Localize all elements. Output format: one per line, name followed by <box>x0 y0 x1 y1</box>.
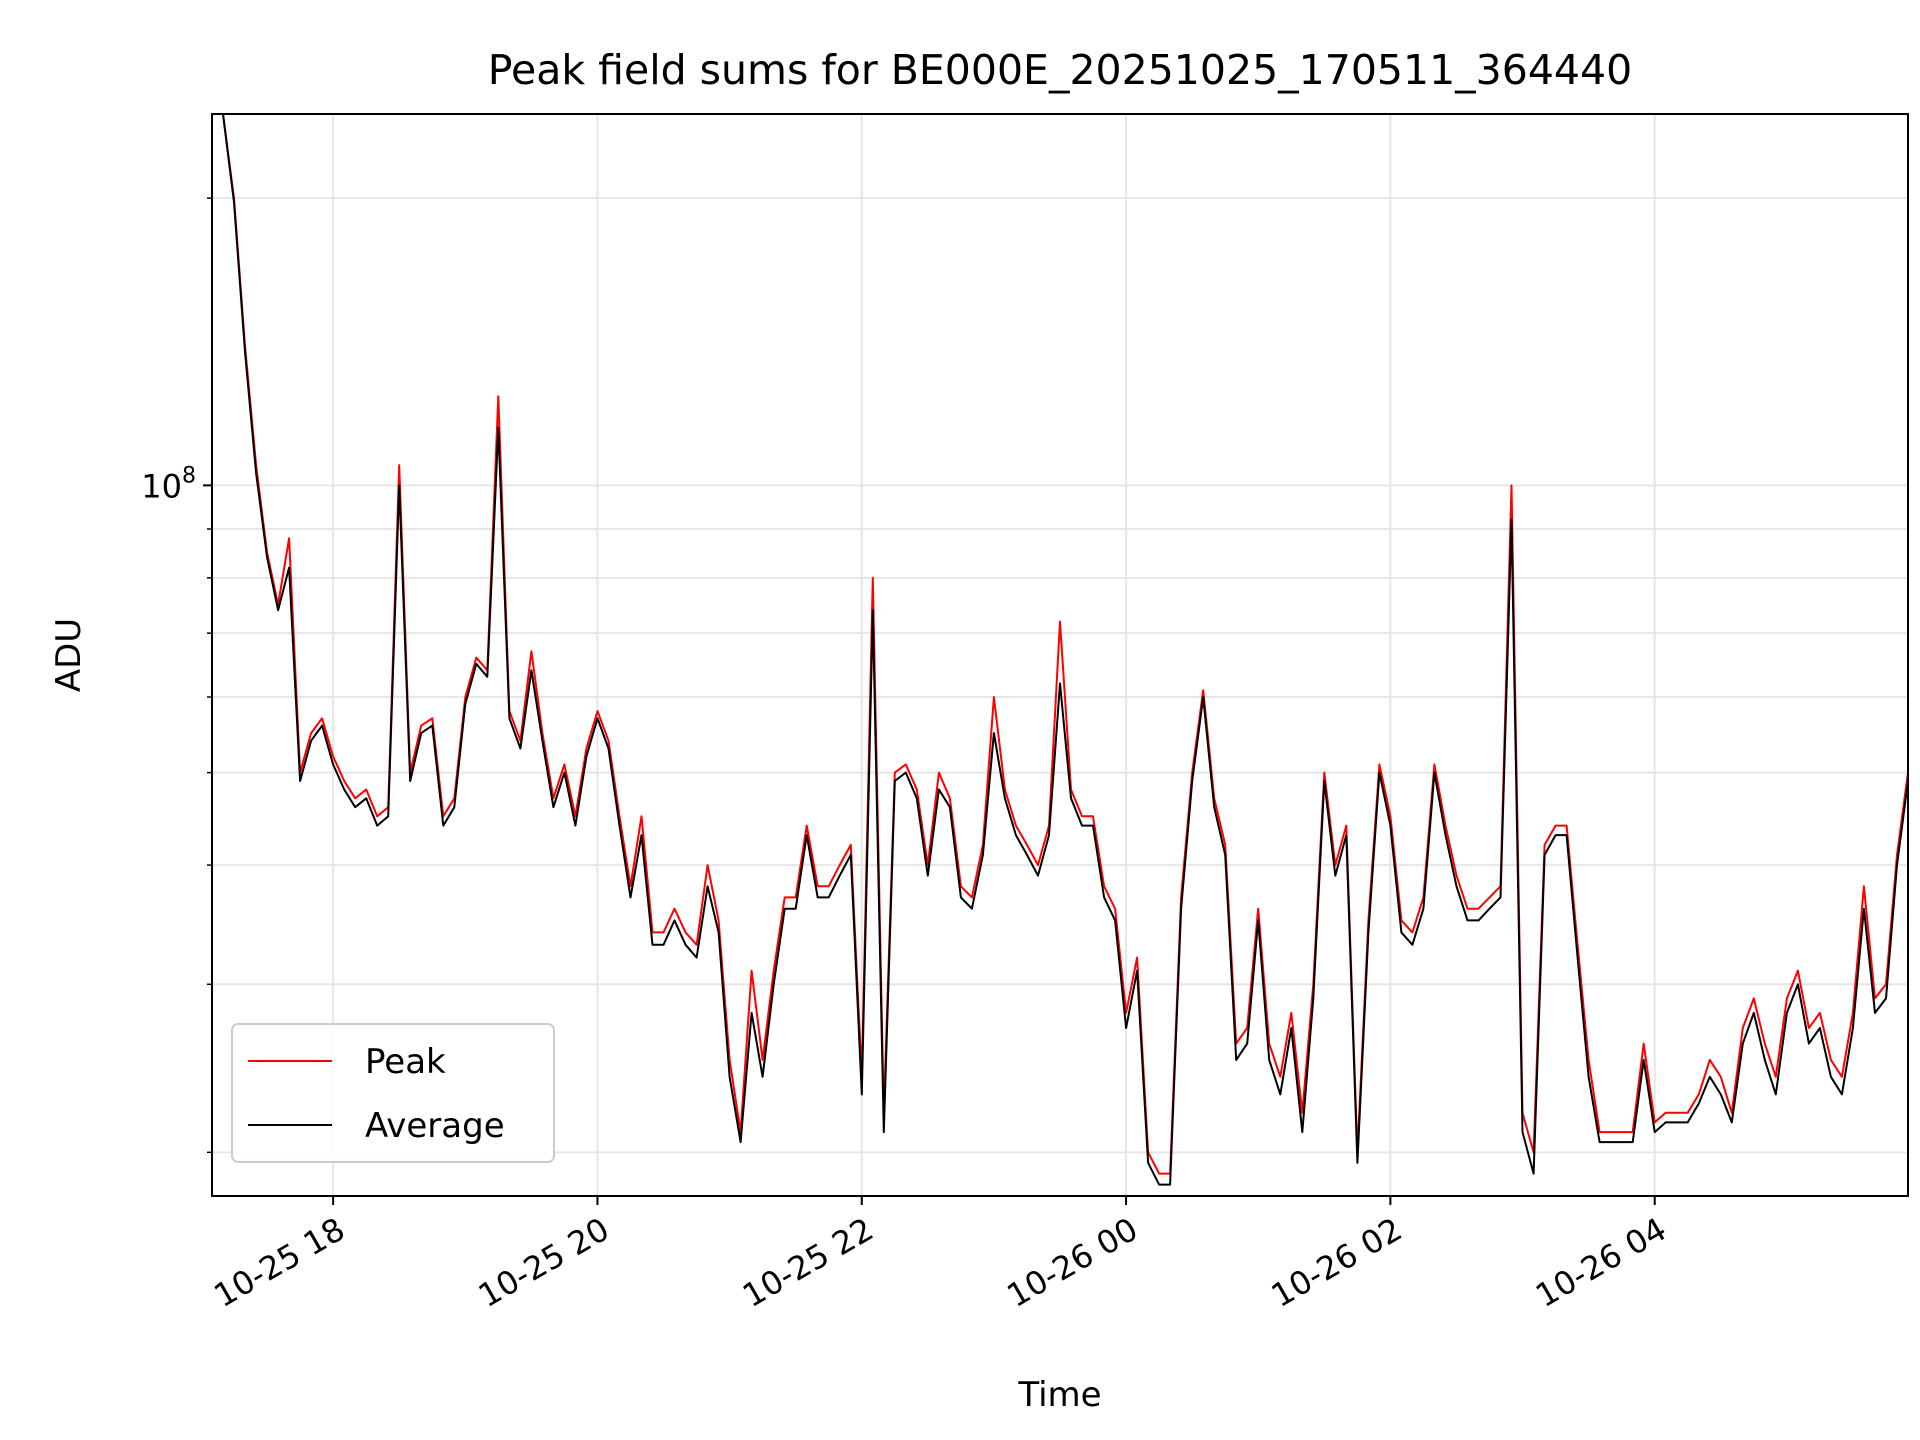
x-axis-label: Time <box>1017 1375 1101 1415</box>
y-tick-label: 108 <box>141 463 196 505</box>
series-line-average <box>212 113 1909 1186</box>
y-axis-label: ADU <box>49 618 89 692</box>
legend-label: Peak <box>365 1042 446 1082</box>
legend: Peak Average <box>231 1023 555 1163</box>
legend-box <box>231 1023 555 1163</box>
plot-frame <box>211 113 1909 1197</box>
legend-label: Average <box>365 1106 505 1146</box>
series-line-peak <box>212 113 1909 1175</box>
chart-title: Peak field sums for BE000E_20251025_1705… <box>488 46 1632 94</box>
y-ticks: 108 <box>141 197 212 1154</box>
series-lines <box>212 113 1909 1186</box>
